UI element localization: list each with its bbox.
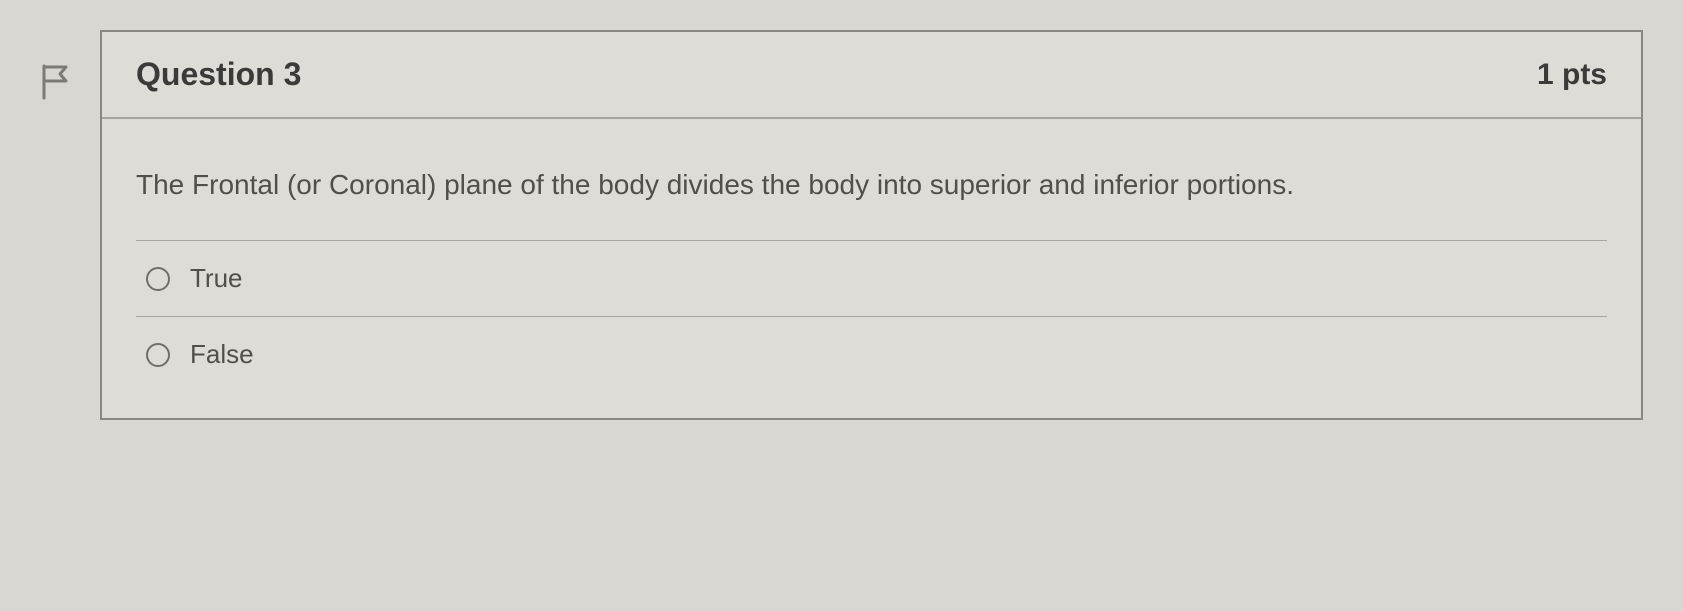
answer-label: False bbox=[190, 339, 254, 370]
question-points: 1 pts bbox=[1537, 58, 1607, 92]
answer-list: True False bbox=[136, 240, 1607, 392]
answer-label: True bbox=[190, 263, 243, 294]
question-body: The Frontal (or Coronal) plane of the bo… bbox=[102, 119, 1641, 418]
answer-option-false[interactable]: False bbox=[136, 317, 1607, 392]
flag-question-button[interactable] bbox=[40, 62, 72, 100]
quiz-container: Question 3 1 pts The Frontal (or Coronal… bbox=[40, 30, 1643, 420]
question-prompt: The Frontal (or Coronal) plane of the bo… bbox=[136, 163, 1607, 206]
question-card: Question 3 1 pts The Frontal (or Coronal… bbox=[100, 30, 1643, 420]
question-header: Question 3 1 pts bbox=[102, 32, 1641, 119]
answer-option-true[interactable]: True bbox=[136, 241, 1607, 317]
radio-icon bbox=[146, 267, 170, 291]
flag-icon bbox=[40, 62, 72, 100]
question-title: Question 3 bbox=[136, 56, 301, 93]
radio-icon bbox=[146, 343, 170, 367]
